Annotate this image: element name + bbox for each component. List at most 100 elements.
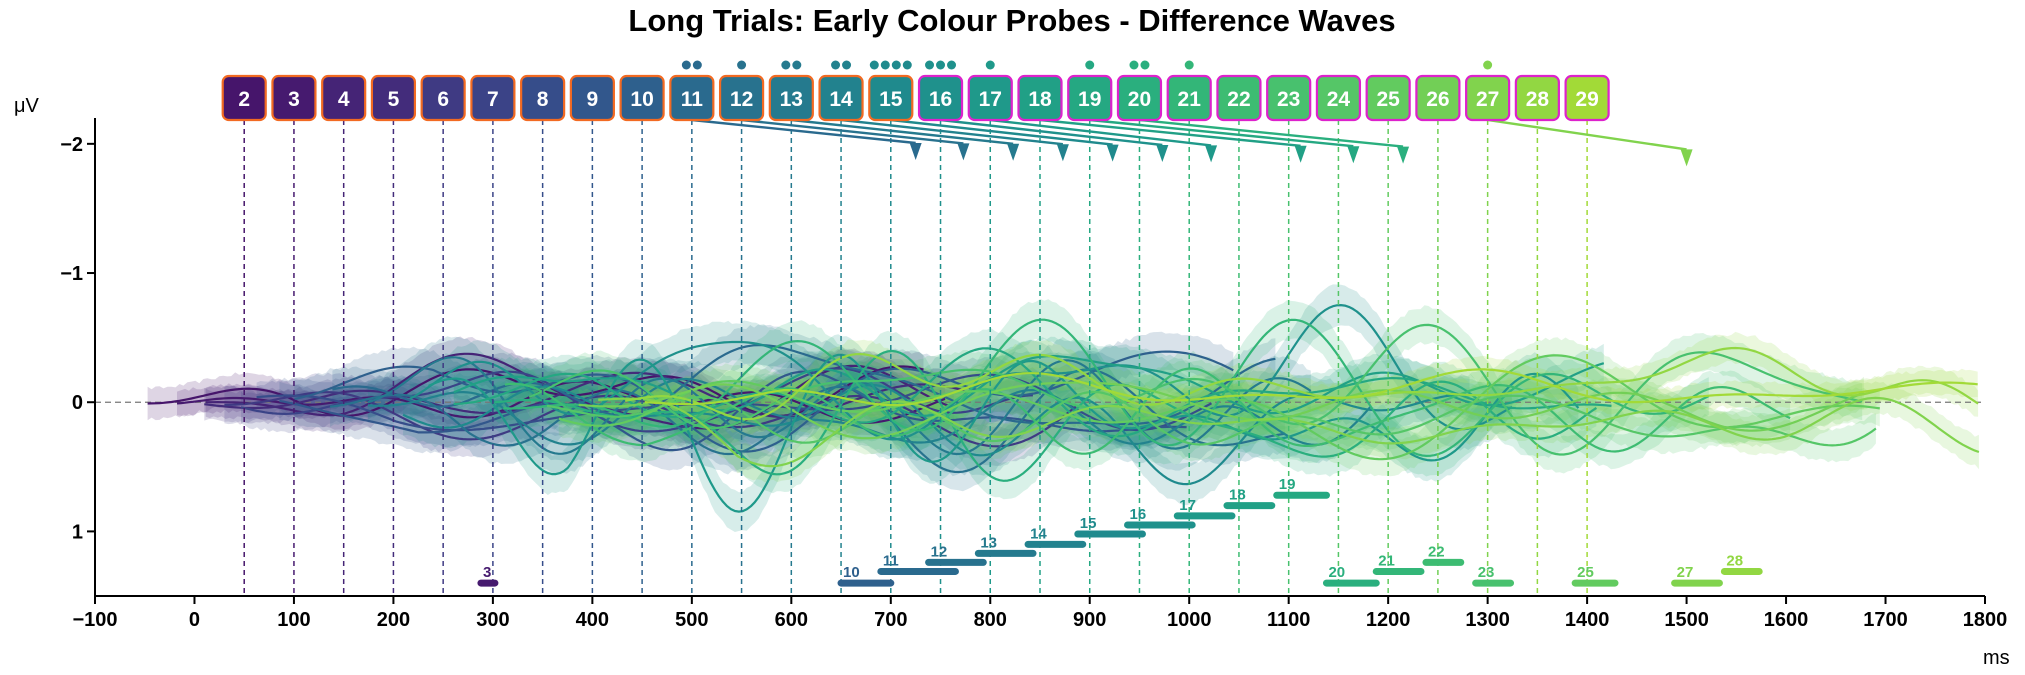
probe-label-13: 13 [780, 88, 803, 111]
lag-arrowhead-11 [909, 143, 922, 160]
probe-box-17 [967, 74, 1013, 122]
y-tick-label-0: 0 [72, 392, 83, 414]
x-tick-label-600: 600 [775, 609, 808, 631]
lag-line-17 [990, 118, 1212, 147]
probe-label-18: 18 [1028, 88, 1052, 111]
probe-box-2 [221, 74, 267, 122]
significance-dot-13-1 [781, 60, 791, 70]
sig-bar-label-27: 27 [1677, 564, 1694, 581]
probe-label-27: 27 [1476, 88, 1499, 111]
probe-box-4 [321, 74, 367, 122]
probe-box-28 [1514, 74, 1560, 122]
probe-label-28: 28 [1526, 88, 1550, 111]
significance-dot-15-1 [869, 60, 879, 70]
probe-box-8 [520, 74, 566, 122]
probe-label-14: 14 [829, 88, 853, 111]
probe-box-23 [1266, 74, 1312, 122]
probe-label-29: 29 [1575, 88, 1598, 111]
lag-arrowhead-20 [1397, 146, 1410, 164]
sig-bar-label-25: 25 [1577, 564, 1594, 581]
lag-line-12 [741, 118, 964, 145]
wave-probe-17 [428, 353, 1580, 513]
probe-label-19: 19 [1078, 88, 1101, 111]
lag-line-15 [890, 118, 1113, 146]
shaded-error-bands [147, 284, 1979, 532]
error-band-probe-16 [409, 284, 1512, 460]
probe-label-4: 4 [338, 88, 350, 111]
probe-label-7: 7 [487, 88, 499, 111]
wave-probe-28 [625, 346, 1979, 421]
significance-dot-20-2 [1140, 60, 1150, 70]
lag-arrowhead-18 [1294, 145, 1307, 163]
probe-box-15 [868, 74, 914, 122]
x-tick-label-300: 300 [476, 609, 509, 631]
lag-line-19 [1089, 118, 1354, 148]
sig-bar-label-12: 12 [931, 543, 948, 560]
x-tick-label-1400: 1400 [1565, 609, 1610, 631]
lag-line-16 [940, 118, 1163, 147]
wave-probe-5 [204, 371, 965, 419]
sig-bar-label-17: 17 [1179, 497, 1196, 514]
significance-dot-27-1 [1483, 60, 1493, 70]
probe-box-18 [1017, 74, 1063, 122]
probe-boxes: 2 3 4 5 6 7 8 9 10 11 12 13 14 15 16 17 18 19 20 21 22 23 24 25… [221, 60, 1610, 122]
y-tick-label--2: −2 [60, 134, 83, 156]
sig-bar-label-20: 20 [1328, 564, 1345, 581]
significance-bars: 3 10 11 12 13 14 15 16 17 18 19 20 21 22 23 25 27 28 [477, 476, 1763, 587]
wave-probe-24 [546, 390, 1877, 447]
x-tick-label-200: 200 [377, 609, 410, 631]
lag-arrowhead-17 [1205, 145, 1218, 163]
probe-box-11 [669, 74, 715, 122]
x-axis-label: ms [1983, 647, 2010, 669]
probe-box-25 [1365, 74, 1411, 122]
probe-box-6 [420, 74, 466, 122]
probe-box-16 [917, 74, 964, 122]
probe-box-14 [818, 74, 864, 122]
wave-probe-26 [578, 381, 1865, 440]
sig-bar-label-22: 22 [1428, 543, 1445, 560]
probe-box-3 [271, 74, 317, 122]
significance-dot-16-3 [947, 60, 957, 70]
wave-probe-29 [644, 368, 1978, 407]
error-band-probe-28 [625, 331, 1979, 435]
lag-arrowhead-27 [1680, 149, 1693, 167]
sig-bar-label-18: 18 [1229, 487, 1246, 504]
error-band-probe-3 [177, 367, 945, 437]
probe-label-2: 2 [238, 88, 250, 111]
probe-label-25: 25 [1376, 88, 1400, 111]
lag-arrowhead-19 [1347, 146, 1360, 164]
probe-box-20 [1116, 74, 1163, 122]
error-band-probe-23 [529, 305, 1863, 474]
significance-dot-14-1 [831, 60, 841, 70]
probe-box-21 [1166, 74, 1212, 122]
significance-dot-11-2 [692, 60, 702, 70]
sig-bar-label-13: 13 [980, 534, 997, 551]
error-band-probe-14 [367, 360, 1371, 465]
lag-arrowhead-15 [1106, 144, 1119, 162]
x-tick-label-1100: 1100 [1267, 609, 1310, 631]
sig-bar-label-28: 28 [1726, 552, 1743, 569]
significance-dot-16-1 [925, 60, 935, 70]
error-band-probe-17 [428, 334, 1579, 532]
probe-box-26 [1415, 74, 1461, 122]
significance-dot-19-1 [1085, 60, 1095, 70]
probe-label-26: 26 [1426, 88, 1449, 111]
x-tick-label-1000: 1000 [1167, 609, 1212, 631]
lag-arrowhead-12 [957, 143, 970, 161]
lag-line-13 [791, 118, 1014, 145]
probe-label-17: 17 [979, 88, 1002, 111]
significance-dot-20-1 [1129, 60, 1139, 70]
probe-box-29 [1564, 74, 1610, 122]
probe-box-22 [1216, 74, 1262, 122]
significance-dot-15-2 [880, 60, 890, 70]
lag-line-20 [1139, 118, 1404, 148]
lag-line-27 [1487, 118, 1687, 151]
probe-label-24: 24 [1327, 88, 1351, 111]
probe-box-24 [1315, 74, 1362, 122]
y-axis-label: μV [14, 95, 40, 117]
lag-line-18 [1039, 118, 1301, 147]
x-tick-label-1700: 1700 [1863, 609, 1908, 631]
sig-bar-label-3: 3 [483, 564, 491, 581]
probe-label-16: 16 [929, 88, 952, 111]
wave-probe-12 [329, 368, 1286, 474]
